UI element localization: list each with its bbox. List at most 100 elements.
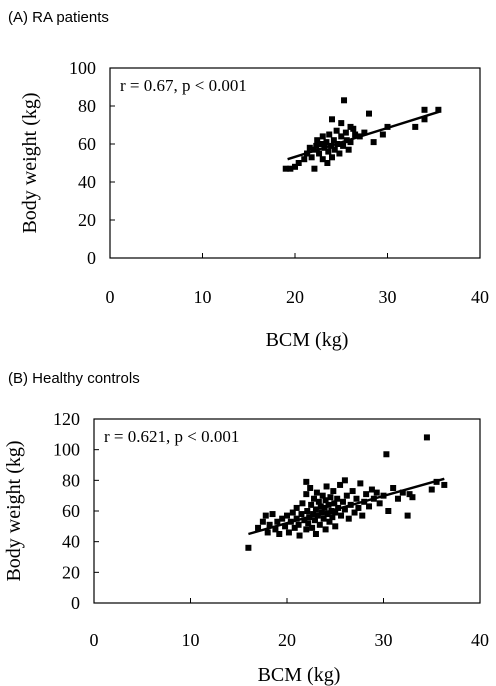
data-point [366, 503, 373, 510]
data-point [331, 146, 338, 153]
data-point [293, 515, 300, 522]
data-point [368, 486, 375, 493]
data-point [259, 518, 266, 525]
data-point [338, 512, 345, 519]
plot-frame [109, 67, 481, 259]
data-point [287, 518, 294, 525]
correlation-annotation: r = 0.67, p < 0.001 [120, 76, 247, 95]
data-point [361, 498, 368, 505]
y-tick-label: 0 [87, 248, 96, 268]
data-point [337, 481, 344, 488]
data-point [355, 504, 362, 511]
data-point [314, 137, 321, 144]
data-point [345, 515, 352, 522]
data-point [292, 163, 298, 170]
data-point [321, 504, 328, 511]
data-point [326, 518, 333, 525]
data-point [322, 497, 329, 504]
data-point [323, 139, 330, 146]
data-point [317, 141, 324, 147]
data-point [279, 515, 286, 522]
data-point [336, 150, 343, 157]
data-point [266, 521, 273, 528]
data-point [399, 489, 406, 496]
data-point [370, 495, 377, 502]
data-point [379, 131, 386, 138]
data-point [308, 154, 315, 161]
data-point [340, 142, 347, 149]
data-point [352, 131, 359, 138]
data-point [342, 129, 349, 136]
data-point [347, 501, 354, 508]
x-tick-label: 0 [106, 287, 115, 307]
data-point [318, 509, 325, 516]
x-tick-label: 10 [182, 630, 200, 650]
data-point [284, 512, 290, 519]
data-point [305, 520, 312, 527]
data-point [321, 144, 328, 151]
data-point [333, 127, 340, 134]
data-point [327, 494, 334, 501]
data-point [412, 123, 419, 130]
data-point [350, 125, 357, 132]
data-point [335, 504, 342, 511]
data-point [326, 131, 333, 138]
data-point [384, 123, 391, 130]
y-tick-label: 40 [62, 532, 80, 552]
data-point [312, 506, 319, 513]
data-point [331, 500, 338, 507]
data-point [325, 501, 332, 508]
data-point [314, 512, 321, 519]
data-point [269, 511, 276, 518]
data-point [313, 489, 320, 496]
data-point [295, 521, 302, 528]
data-point [330, 137, 337, 144]
data-point [334, 141, 341, 147]
x-axis-title: BCM (kg) [266, 329, 349, 351]
y-tick-label: 60 [62, 501, 80, 521]
data-point [347, 139, 354, 146]
data-point [341, 506, 348, 513]
data-point [428, 486, 435, 493]
data-point [282, 523, 289, 530]
data-point [334, 495, 341, 502]
data-point [359, 512, 366, 519]
data-point [298, 511, 305, 518]
data-point [406, 491, 413, 498]
data-point [341, 97, 348, 104]
data-point [309, 524, 316, 531]
data-point [293, 504, 300, 511]
x-tick-label: 40 [471, 630, 489, 650]
data-point [307, 485, 314, 491]
data-point [295, 160, 302, 166]
x-tick-label: 0 [90, 630, 99, 650]
data-point [329, 154, 335, 161]
data-point [380, 492, 387, 499]
data-point [312, 531, 319, 537]
data-point [304, 508, 311, 514]
x-tick-label: 30 [379, 287, 397, 307]
data-point [328, 142, 335, 149]
data-point [274, 518, 281, 525]
data-point [291, 524, 298, 531]
y-tick-label: 80 [62, 470, 80, 490]
data-point [324, 160, 331, 166]
y-tick-label: 20 [78, 210, 96, 230]
data-point [276, 531, 283, 537]
data-point [343, 137, 350, 144]
data-point [423, 434, 430, 441]
data-point [319, 133, 326, 140]
data-point [338, 120, 345, 127]
data-point [349, 488, 356, 495]
data-point [330, 488, 337, 495]
data-point [296, 532, 303, 539]
chart-panel-b: 0 10 20 30 40 0 20 40 60 80 100 120 BCM (kg) Body wei… [3, 409, 489, 686]
data-point [315, 498, 322, 505]
data-point [421, 106, 428, 113]
data-point [409, 494, 416, 501]
data-point [370, 139, 377, 146]
y-tick-label: 120 [53, 409, 80, 429]
plot-frame [93, 418, 481, 604]
data-point [366, 110, 372, 117]
